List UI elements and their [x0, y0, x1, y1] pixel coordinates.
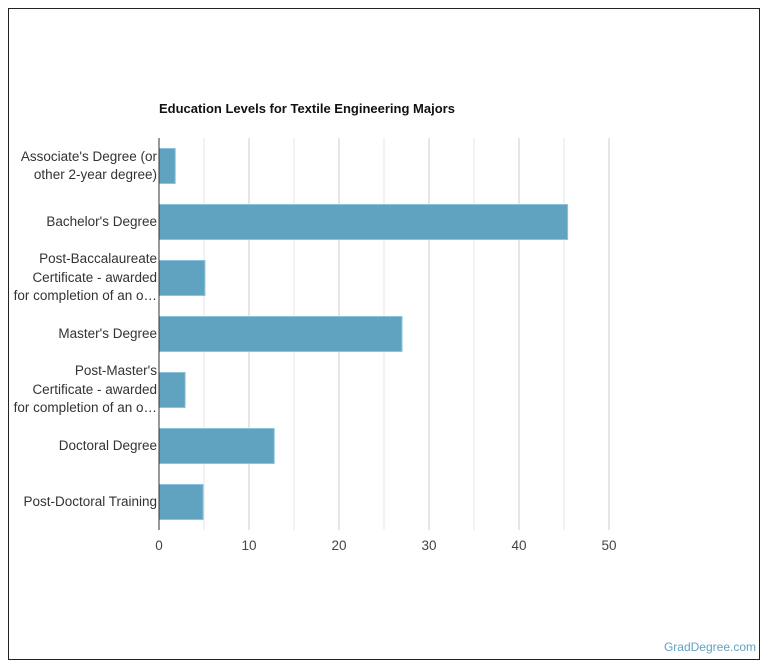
- category-label: Associate's Degree (or other 2-year degre…: [7, 148, 157, 185]
- category-label-line: Post-Doctoral Training: [23, 493, 157, 509]
- x-tick-label: 30: [421, 538, 436, 553]
- category-label: Doctoral Degree: [7, 437, 157, 456]
- category-label-line: for completion of an o…: [13, 400, 157, 416]
- category-label-line: Certificate - awarded: [32, 269, 157, 285]
- x-tick-label: 0: [155, 538, 163, 553]
- category-label-line: Certificate - awarded: [32, 381, 157, 397]
- category-label: Bachelor's Degree: [7, 213, 157, 232]
- chart-title: Education Levels for Textile Engineering…: [159, 101, 455, 116]
- bar: [158, 148, 176, 184]
- category-label: Post-Doctoral Training: [7, 493, 157, 512]
- category-label-line: Doctoral Degree: [58, 437, 157, 453]
- category-label-line: Master's Degree: [58, 325, 157, 341]
- bar: [158, 260, 206, 296]
- bar: [158, 316, 403, 352]
- bar: [158, 484, 204, 520]
- x-tick-label: 10: [241, 538, 256, 553]
- category-label: Master's Degree: [7, 325, 157, 344]
- x-tick-label: 50: [601, 538, 616, 553]
- bar: [158, 372, 186, 408]
- category-label-line: for completion of an o…: [13, 288, 157, 304]
- watermark[interactable]: GradDegree.com: [663, 640, 756, 654]
- category-label-line: other 2-year degree): [33, 167, 157, 182]
- x-tick-label: 40: [511, 538, 526, 553]
- category-label-line: Post-Master's: [74, 363, 157, 379]
- category-label: Post-Baccalaureate Certificate - awarded f…: [7, 250, 157, 306]
- chart-frame: [8, 8, 760, 660]
- category-label-line: Associate's Degree (or: [20, 148, 157, 164]
- x-tick-label: 20: [331, 538, 346, 553]
- bar: [158, 428, 275, 464]
- category-label-line: Bachelor's Degree: [46, 213, 157, 229]
- category-label-line: Post-Baccalaureate: [39, 251, 157, 267]
- category-label: Post-Master's Certificate - awarded for co…: [7, 362, 157, 418]
- bar: [158, 204, 569, 240]
